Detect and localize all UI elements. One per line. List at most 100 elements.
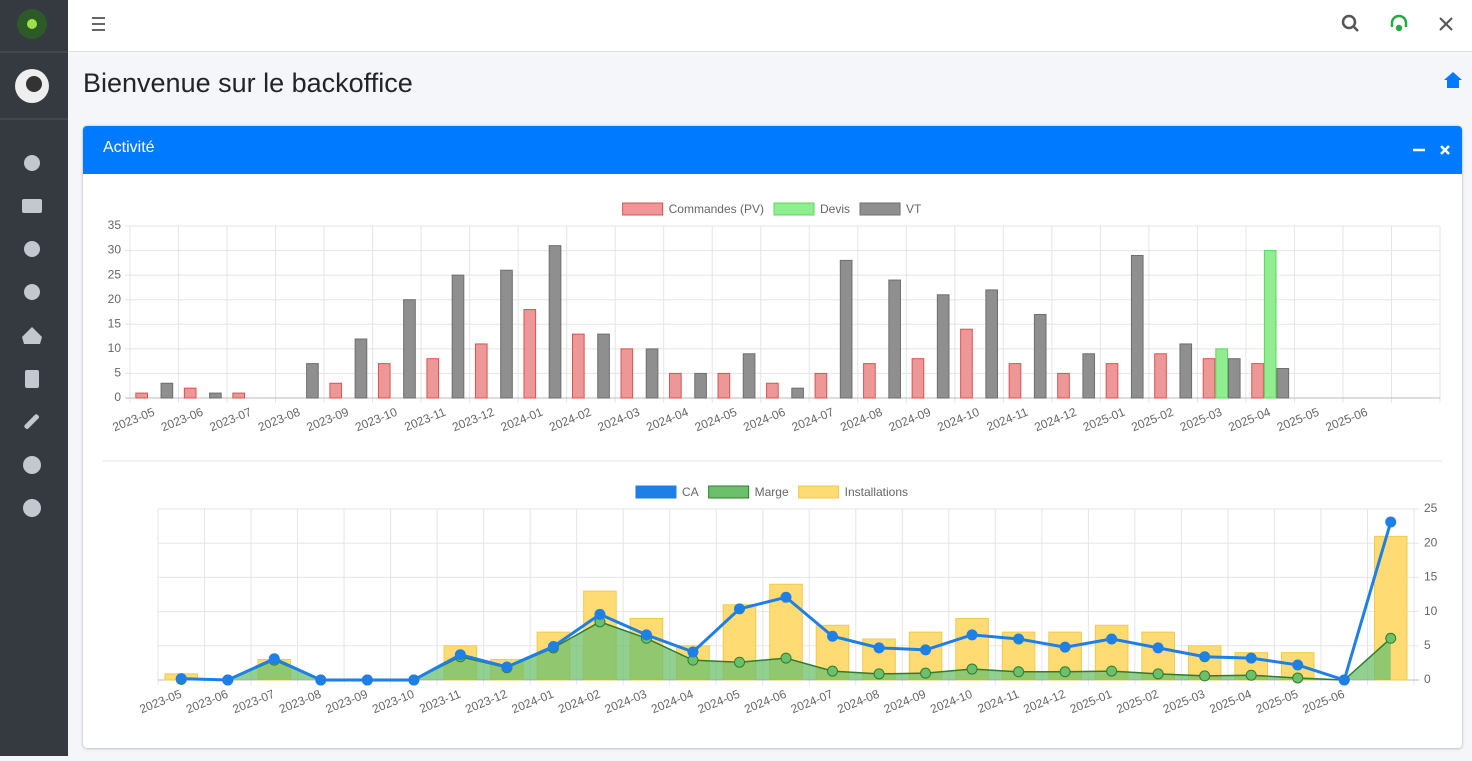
x-tick-label: 2025-03 xyxy=(1161,687,1207,717)
point xyxy=(454,649,466,661)
close-button[interactable] xyxy=(1440,145,1450,155)
bar xyxy=(1215,348,1228,399)
point xyxy=(1152,668,1164,680)
legend-swatch xyxy=(622,202,664,216)
point xyxy=(966,663,978,675)
bar xyxy=(911,358,925,399)
legend-label: VT xyxy=(906,202,922,216)
point xyxy=(408,674,420,686)
x-tick-label: 2023-08 xyxy=(256,405,302,435)
x-tick-label: 2024-01 xyxy=(499,405,545,435)
point xyxy=(594,608,606,620)
bar xyxy=(960,328,973,399)
bar xyxy=(1251,363,1264,399)
x-tick-label: 2023-10 xyxy=(353,405,399,435)
bar xyxy=(377,363,391,399)
x-tick-label: 2023-11 xyxy=(417,687,463,716)
bar xyxy=(1202,358,1216,399)
x-tick-label: 2023-08 xyxy=(277,687,323,717)
legend-label: CA xyxy=(682,485,699,499)
support-button[interactable] xyxy=(1390,14,1408,32)
legend-label: Installations xyxy=(845,485,908,499)
bar xyxy=(742,353,756,399)
page-title: Bienvenue sur le backoffice xyxy=(83,68,413,98)
bar xyxy=(1130,254,1144,399)
topbar xyxy=(68,0,1472,52)
legend-label: Marge xyxy=(755,485,789,499)
avatar-figure xyxy=(26,76,42,92)
menu-icon-astronaut[interactable] xyxy=(24,284,40,300)
search-button[interactable] xyxy=(1341,14,1359,32)
bar xyxy=(135,392,148,399)
point xyxy=(315,674,327,686)
bar xyxy=(1154,353,1167,399)
bar xyxy=(620,348,634,399)
bar xyxy=(548,245,562,399)
menu-icon-box[interactable] xyxy=(22,199,42,213)
y-tick-label: 25 xyxy=(1424,501,1438,515)
x-tick-label: 2024-07 xyxy=(790,405,836,435)
legend-label: Devis xyxy=(820,202,850,216)
card-tools xyxy=(1413,145,1450,155)
x-tick-label: 2023-09 xyxy=(305,405,351,435)
y-tick-label: 35 xyxy=(108,218,122,232)
point xyxy=(1385,516,1397,528)
x-tick-label: 2024-06 xyxy=(741,405,787,435)
menu-icon-home[interactable] xyxy=(22,327,42,344)
menu-icon-globe[interactable] xyxy=(23,456,41,474)
menu-icon-pie[interactable] xyxy=(23,499,41,517)
point xyxy=(733,603,745,615)
x-tick-label: 2025-06 xyxy=(1300,687,1346,717)
x-tick-label: 2024-02 xyxy=(547,405,593,435)
point xyxy=(1013,633,1025,645)
x-tick-label: 2025-06 xyxy=(1323,405,1369,435)
x-tick-label: 2024-11 xyxy=(985,405,1031,434)
menu-icon-user[interactable] xyxy=(24,155,40,171)
x-tick-label: 2023-07 xyxy=(231,687,277,717)
bar xyxy=(1179,343,1193,399)
point xyxy=(1292,672,1304,684)
x-tick-label: 2024-06 xyxy=(742,687,788,717)
bar xyxy=(814,372,828,399)
point xyxy=(501,661,513,673)
bar xyxy=(209,392,222,399)
y-tick-label: 25 xyxy=(108,267,122,281)
x-tick-label: 2024-03 xyxy=(603,687,649,717)
area-fill xyxy=(181,621,1391,680)
bar xyxy=(839,259,853,399)
bar xyxy=(645,348,659,399)
card-header: Activité xyxy=(83,126,1462,174)
home-breadcrumb[interactable] xyxy=(1443,71,1463,89)
point xyxy=(1106,633,1118,645)
point xyxy=(1059,641,1071,653)
bar xyxy=(183,387,197,399)
bar xyxy=(1263,250,1277,399)
x-tick-label: 2025-02 xyxy=(1114,687,1160,717)
y-tick-label: 20 xyxy=(1424,535,1438,549)
y-tick-label: 0 xyxy=(114,390,121,404)
menu-toggle[interactable] xyxy=(92,17,105,31)
x-tick-label: 2024-02 xyxy=(556,687,602,717)
card: Activité 0 5 10 15 20 25 30 35 2023-05 2023-06 202… xyxy=(83,126,1462,748)
x-tick-label: 2024-12 xyxy=(1021,687,1067,717)
x-tick-label: 2024-07 xyxy=(789,687,835,717)
home-icon xyxy=(1444,72,1462,88)
menu-icon-person[interactable] xyxy=(24,241,40,257)
menu-icon-file[interactable] xyxy=(25,370,39,388)
fullscreen-button[interactable] xyxy=(1439,17,1453,31)
bar xyxy=(791,387,804,399)
bar xyxy=(766,382,779,399)
point xyxy=(780,591,792,603)
point xyxy=(268,653,280,665)
y-tick-label: 5 xyxy=(1424,638,1431,652)
legend-swatch xyxy=(859,202,901,216)
menu-icon-wrench[interactable] xyxy=(24,414,40,430)
x-tick-label: 2024-12 xyxy=(1032,405,1078,435)
legend-swatch xyxy=(635,485,677,499)
y-tick-label: 30 xyxy=(108,243,122,257)
point xyxy=(640,629,652,641)
x-tick-label: 2024-08 xyxy=(835,687,881,717)
y-tick-label: 0 xyxy=(1424,672,1431,686)
bar xyxy=(888,279,901,399)
